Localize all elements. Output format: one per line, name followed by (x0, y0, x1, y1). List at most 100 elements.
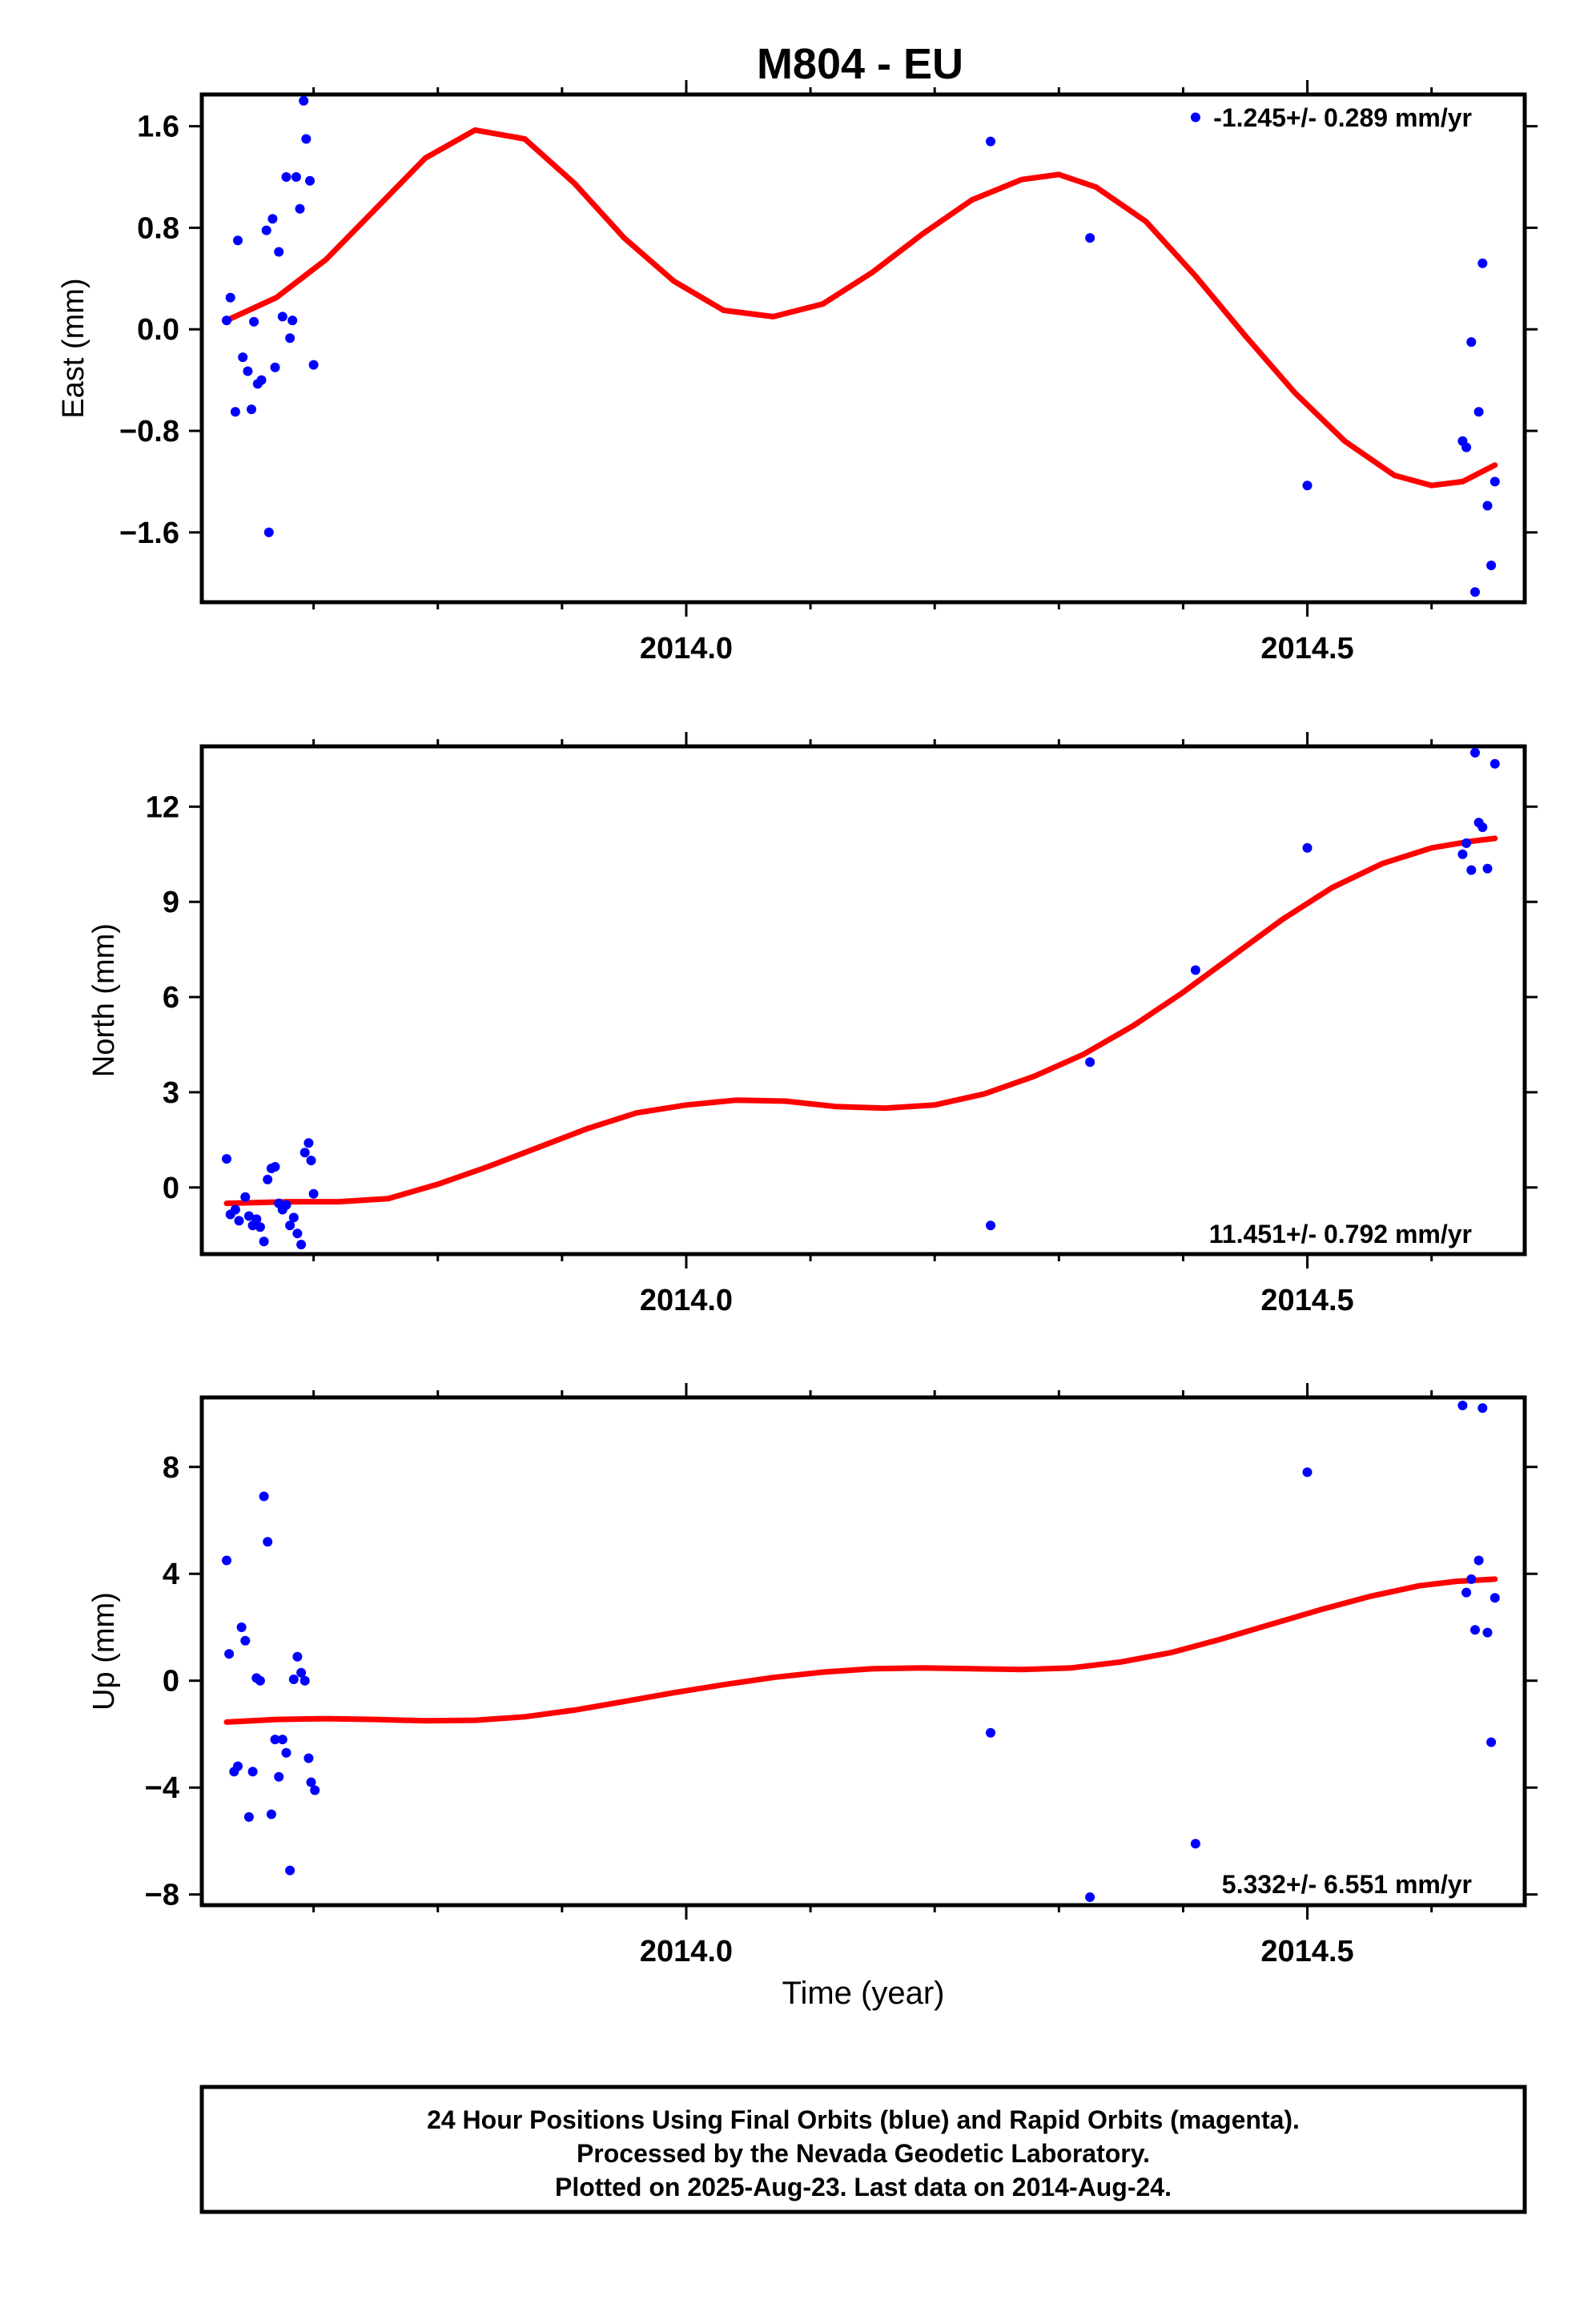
east-data-point (270, 362, 280, 372)
up-data-point (306, 1777, 316, 1787)
north-data-point (986, 1220, 995, 1231)
east-data-point (1461, 442, 1472, 452)
east-data-point (285, 333, 295, 344)
north-data-point (300, 1148, 310, 1158)
footer-line-1: 24 Hour Positions Using Final Orbits (bl… (427, 2105, 1300, 2134)
footer-line-2: Processed by the Nevada Geodetic Laborat… (577, 2139, 1150, 2168)
north-data-point (240, 1192, 251, 1202)
east-data-point (301, 134, 312, 144)
east-data-point (308, 360, 319, 370)
up-data-point (222, 1555, 231, 1566)
east-data-point (305, 175, 315, 186)
up-fit-line (223, 1576, 1498, 1725)
east-data-point (1470, 587, 1480, 597)
up-data-point (300, 1675, 310, 1686)
east-data-point (299, 95, 309, 106)
east-y-axis-label: East (mm) (57, 278, 90, 418)
up-data-point (277, 1735, 287, 1745)
north-ticks: 12 9 6 3 0 2014.0 2014.5 (146, 732, 1538, 1317)
up-xtick-label: 2014.5 (1260, 1935, 1353, 1968)
east-ytick-label: 1.6 (137, 111, 179, 144)
east-xtick-label: 2014.0 (640, 632, 733, 665)
east-data-point (1190, 112, 1200, 123)
east-panel: East (mm) -1.245+/- 0.289 mm/yr 1.6 0.8 0.… (57, 80, 1538, 665)
east-rate-annotation: -1.245+/- 0.289 mm/yr (1213, 103, 1472, 132)
up-data-point (240, 1635, 251, 1646)
up-data-point (1457, 1401, 1468, 1410)
north-ytick-label: 9 (163, 886, 179, 919)
east-data-point (1302, 480, 1313, 491)
east-data-points (222, 95, 1500, 597)
north-data-point (1482, 863, 1493, 874)
up-data-point (304, 1753, 314, 1763)
east-data-point (295, 203, 305, 214)
east-ytick-label: −1.6 (119, 517, 179, 550)
east-data-point (291, 172, 301, 182)
up-panel: Up (mm) 5.332+/- 6.551 mm/yr 8 4 0 −4 −8 2014… (87, 1383, 1538, 1968)
north-data-point (1302, 842, 1313, 853)
up-data-point (259, 1491, 269, 1502)
up-data-point (1085, 1892, 1096, 1902)
up-data-point (247, 1767, 258, 1777)
north-ytick-label: 0 (163, 1172, 179, 1205)
x-axis-label: Time (year) (782, 1976, 945, 2011)
up-data-point (263, 1537, 273, 1547)
north-data-point (1466, 865, 1477, 875)
up-data-point (281, 1747, 291, 1758)
north-rate-annotation: 11.451+/- 0.792 mm/yr (1209, 1220, 1472, 1248)
up-data-point (270, 1735, 280, 1745)
footer-line-3: Plotted on 2025-Aug-23. Last data on 201… (555, 2173, 1172, 2201)
east-data-point (225, 292, 235, 303)
east-ytick-label: 0.0 (137, 313, 179, 347)
east-data-point (233, 235, 243, 246)
north-data-point (296, 1240, 307, 1250)
up-ytick-label: −4 (145, 1771, 179, 1805)
up-data-point (1461, 1587, 1472, 1598)
north-xtick-label: 2014.0 (640, 1284, 733, 1317)
east-fit-line (223, 127, 1498, 489)
east-data-point (222, 316, 231, 326)
east-ytick-label: −0.8 (119, 415, 179, 448)
up-data-point (986, 1727, 995, 1738)
up-data-point (243, 1811, 254, 1822)
east-data-point (1085, 233, 1096, 243)
east-data-point (267, 214, 278, 224)
up-ytick-label: 4 (163, 1558, 179, 1591)
north-data-point (285, 1220, 295, 1231)
north-data-point (292, 1228, 303, 1239)
north-fit-line (223, 835, 1498, 1207)
up-data-point (288, 1675, 299, 1684)
up-data-point (1477, 1403, 1488, 1413)
north-data-point (1461, 838, 1472, 848)
north-data-point (1489, 758, 1500, 769)
up-ytick-label: 8 (163, 1451, 179, 1485)
north-data-points (222, 747, 1500, 1250)
north-data-point (270, 1162, 280, 1172)
north-xtick-label: 2014.5 (1260, 1284, 1353, 1317)
east-xtick-label: 2014.5 (1260, 632, 1353, 665)
figure-title: M804 - EU (757, 40, 963, 88)
footer-frame (199, 2085, 1527, 2214)
up-data-point (1466, 1574, 1477, 1584)
footer-box: 24 Hour Positions Using Final Orbits (bl… (199, 2085, 1527, 2214)
east-data-point (287, 316, 298, 326)
east-ticks: 1.6 0.8 0.0 −0.8 −1.6 2014.0 2014.5 (119, 80, 1538, 665)
north-data-point (288, 1212, 299, 1223)
up-data-point (255, 1675, 265, 1686)
north-ytick-label: 12 (146, 790, 179, 824)
north-data-point (222, 1154, 231, 1164)
north-data-point (306, 1156, 316, 1166)
north-data-point (1470, 747, 1480, 758)
up-data-point (224, 1649, 235, 1659)
east-data-point (1477, 258, 1488, 268)
east-data-point (249, 316, 259, 327)
east-data-point (1482, 501, 1493, 511)
north-data-point (1085, 1057, 1096, 1068)
east-data-point (247, 404, 256, 415)
north-data-point (230, 1204, 240, 1215)
up-rate-annotation: 5.332+/- 6.551 mm/yr (1222, 1870, 1472, 1899)
up-panel-frame (199, 1395, 1527, 1908)
east-data-point (238, 352, 248, 363)
up-data-point (236, 1622, 247, 1632)
